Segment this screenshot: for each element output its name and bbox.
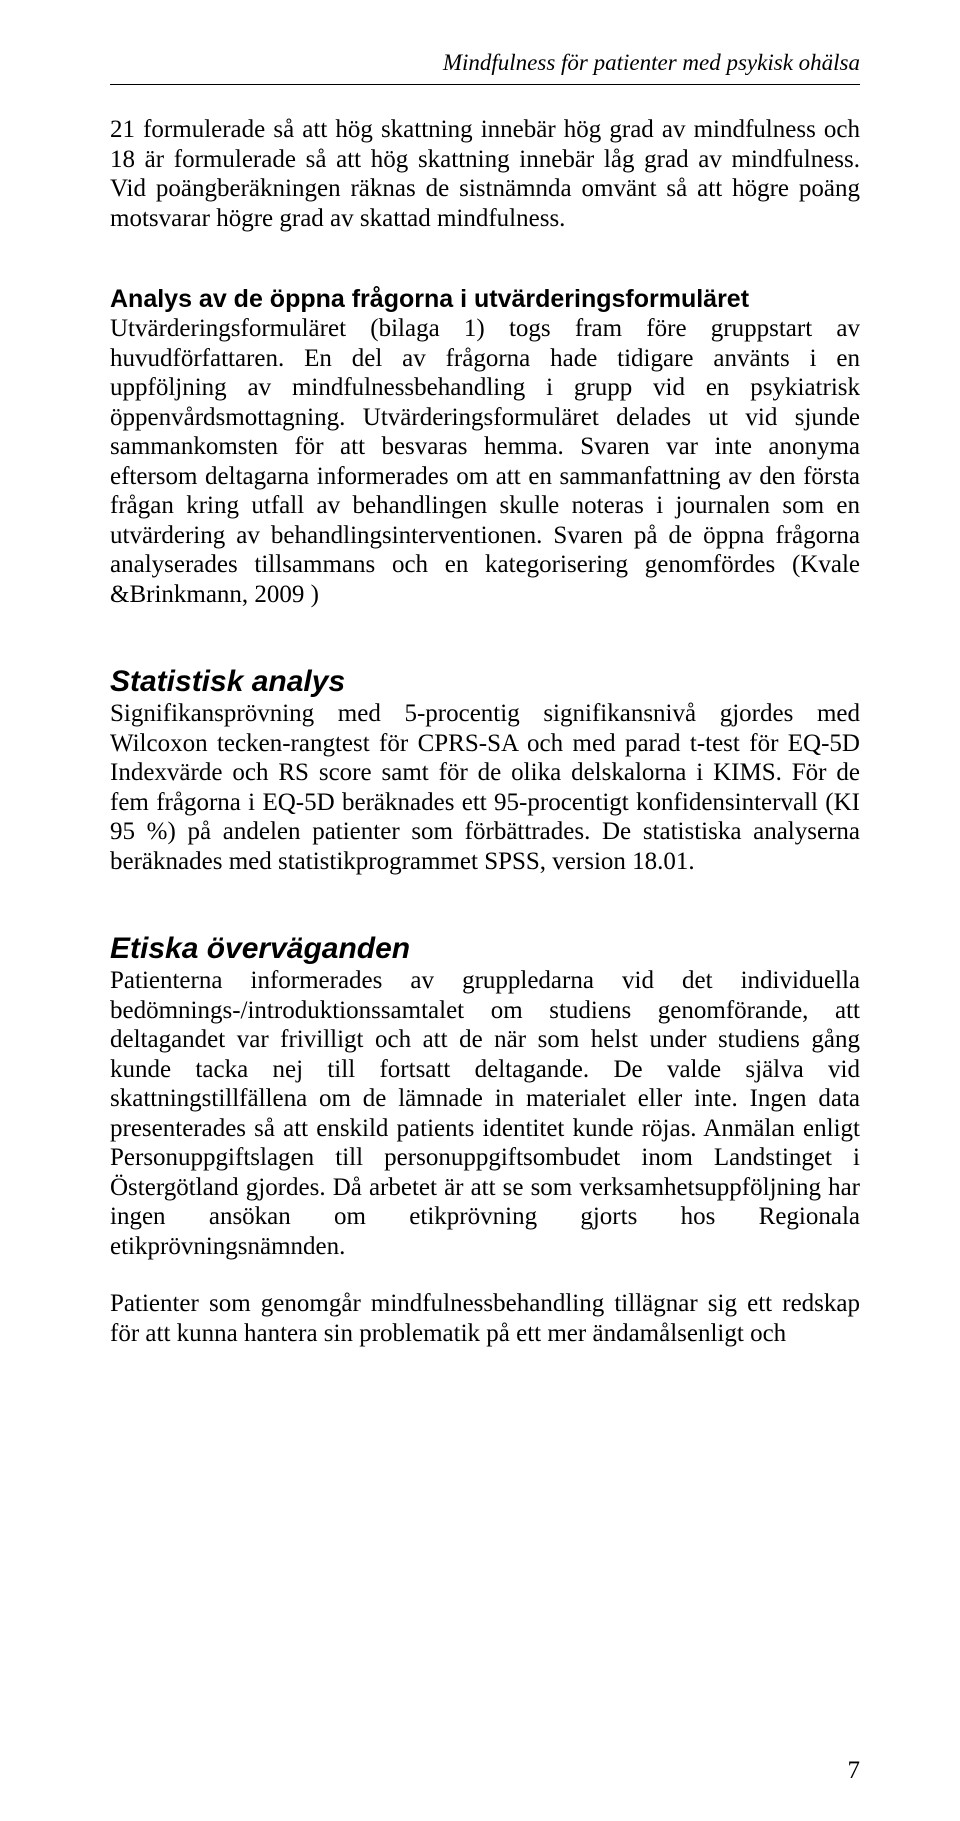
paragraph-4: Patienterna informerades av gruppledarna… — [110, 966, 860, 1261]
paragraph-3: Signifikansprövning med 5-procentig sign… — [110, 699, 860, 876]
document-page: Mindfulness för patienter med psykisk oh… — [0, 0, 960, 1821]
header-rule — [110, 84, 860, 85]
paragraph-1: 21 formulerade så att hög skattning inne… — [110, 115, 860, 233]
page-number: 7 — [848, 1757, 861, 1785]
running-header: Mindfulness för patienter med psykisk oh… — [110, 50, 860, 76]
heading-analys: Analys av de öppna frågorna i utvärderin… — [110, 285, 860, 314]
heading-etiska: Etiska överväganden — [110, 932, 860, 966]
heading-statistisk-analys: Statistisk analys — [110, 665, 860, 699]
paragraph-2: Utvärderingsformuläret (bilaga 1) togs f… — [110, 314, 860, 609]
paragraph-5: Patienter som genomgår mindfulnessbehand… — [110, 1289, 860, 1348]
